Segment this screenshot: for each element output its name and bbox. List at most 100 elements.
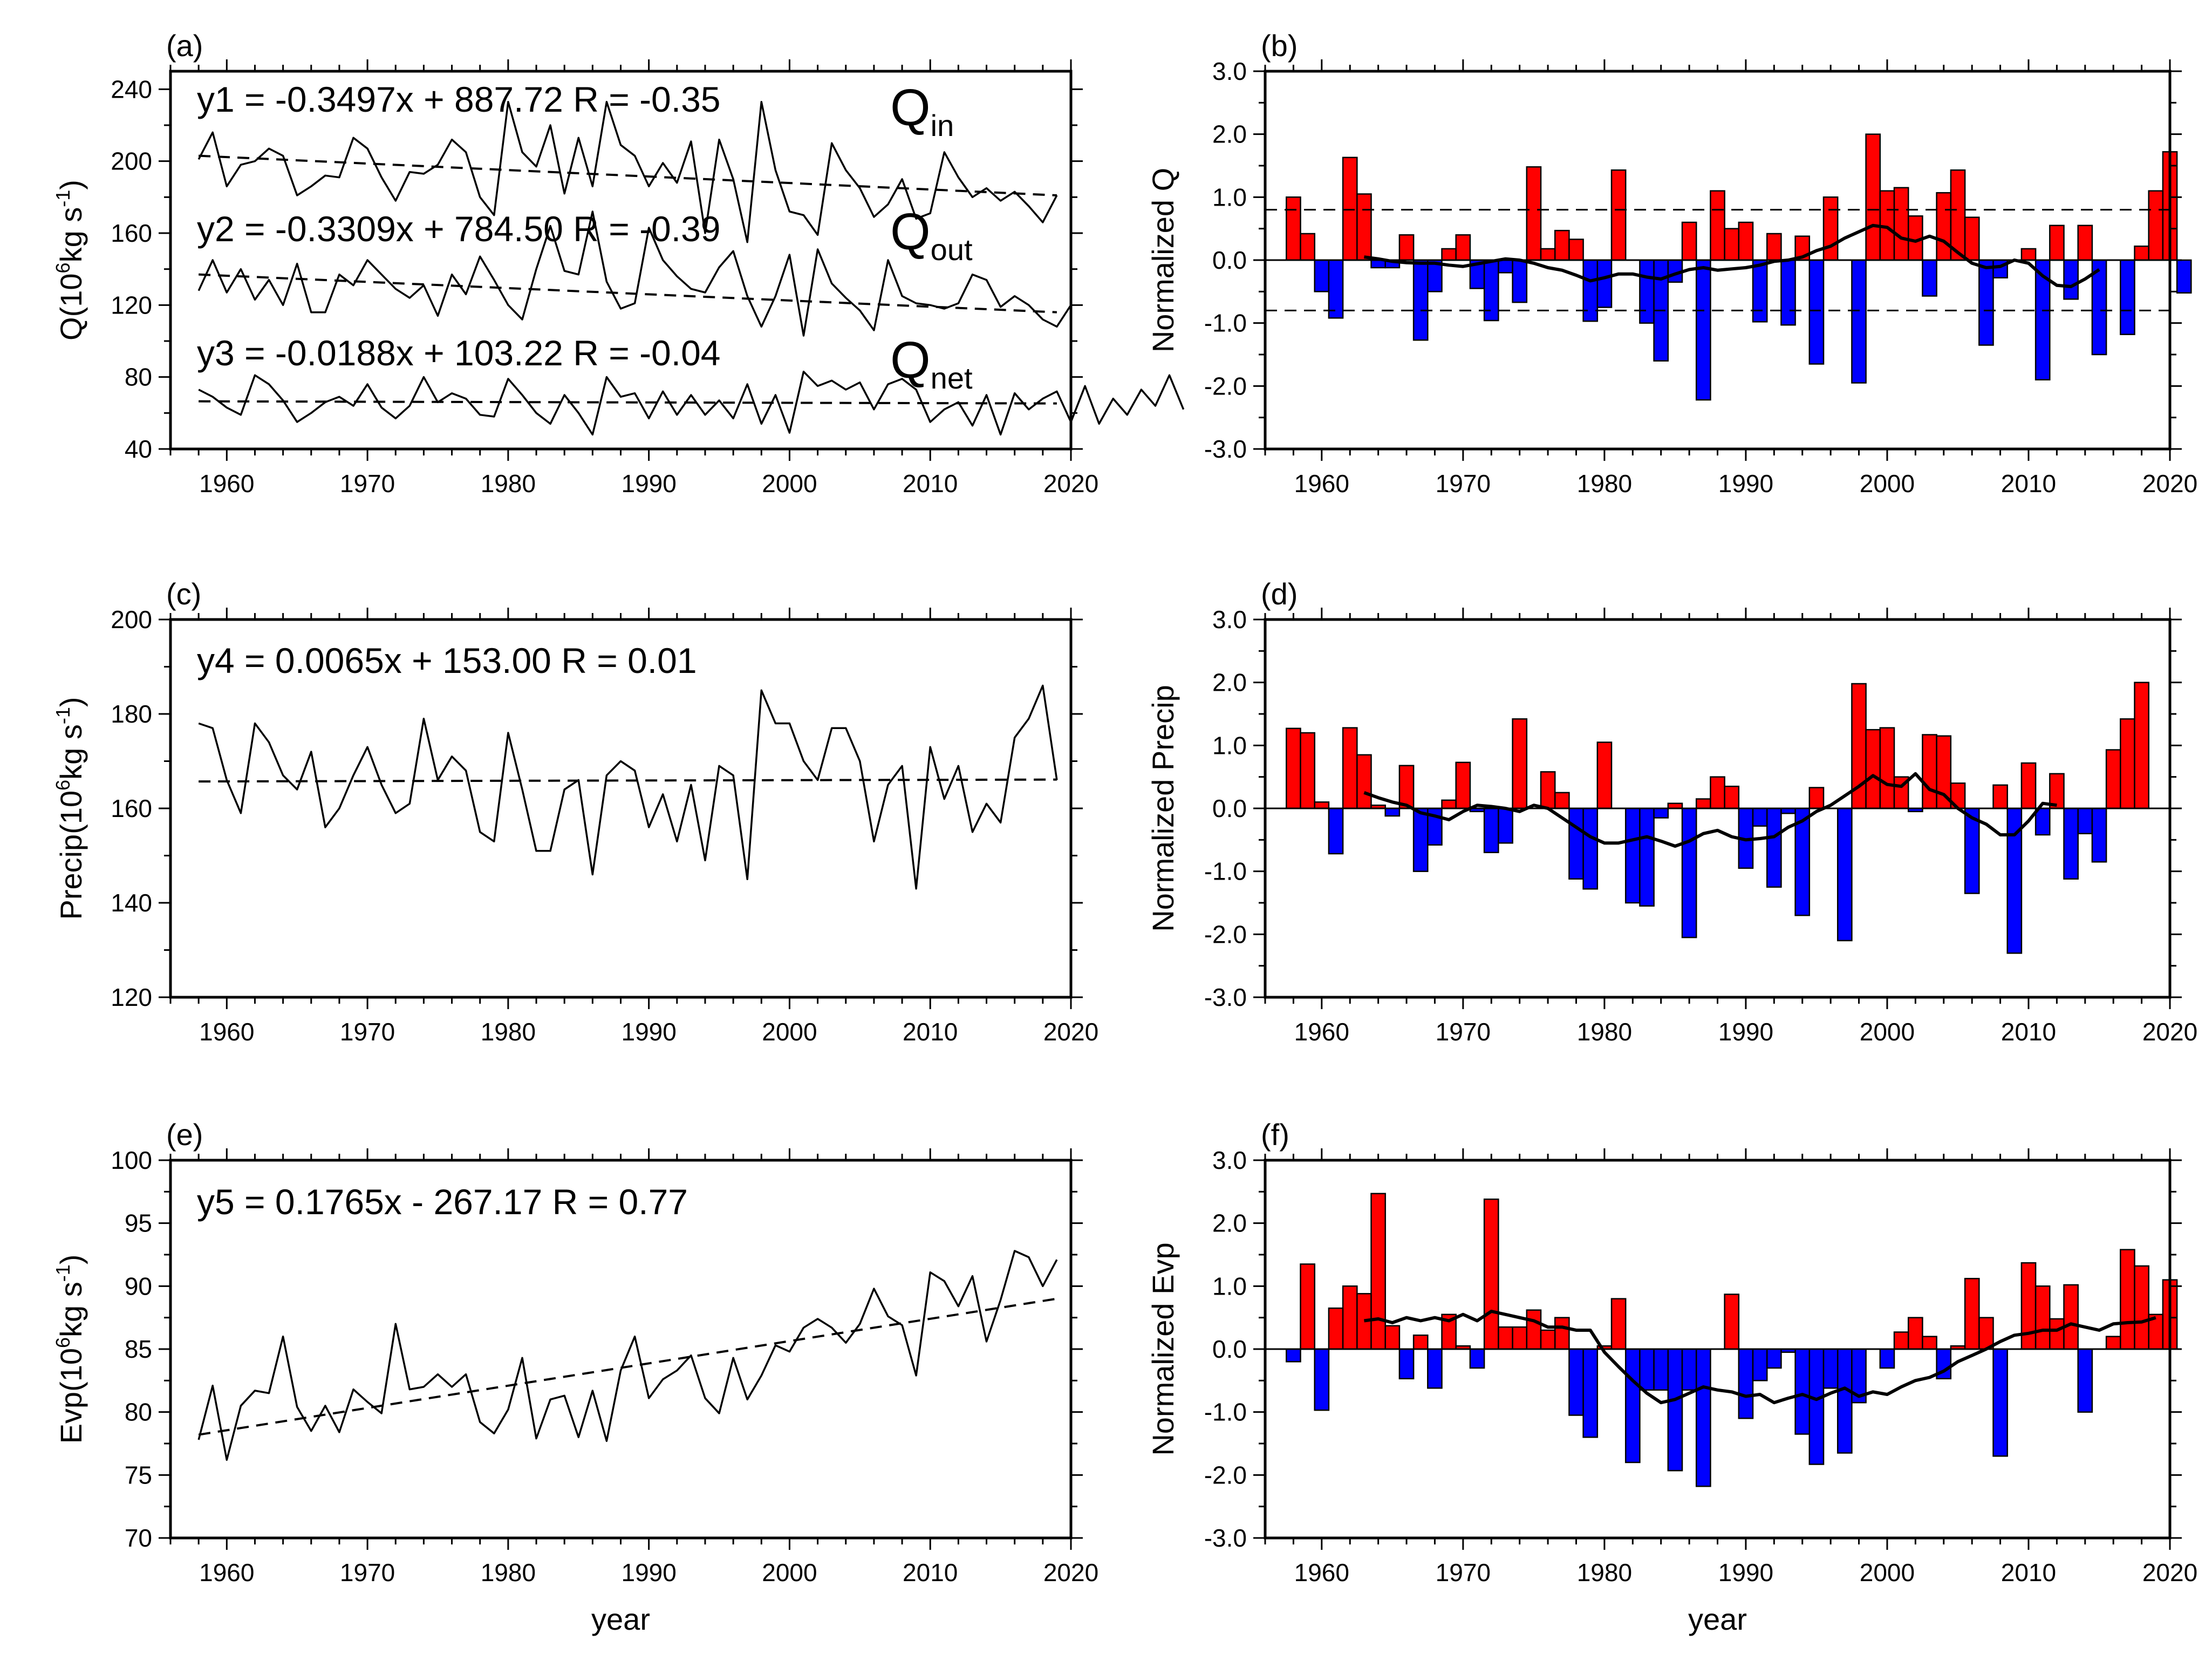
bar-1959	[1300, 1263, 1315, 1350]
bar-1989	[1724, 1294, 1740, 1350]
bar-2018	[2134, 1265, 2149, 1350]
x-tick-label: 1970	[1436, 1558, 1491, 1587]
x-tick-label: 2010	[2001, 1558, 2056, 1587]
bar-1962	[1342, 1285, 1358, 1350]
x-tick-label: 1990	[1718, 469, 1773, 498]
running-mean-line	[1364, 223, 2100, 288]
bar-1971	[1469, 1348, 1485, 1369]
bar-1983	[1639, 807, 1655, 907]
bar-1976	[1540, 1329, 1556, 1350]
bar-1967	[1412, 807, 1429, 872]
bar-1977	[1554, 792, 1570, 809]
bar-1964	[1370, 1193, 1386, 1350]
y-axis-title: Q(106kg s-1)	[52, 180, 88, 341]
bar-2001	[1893, 1331, 1909, 1350]
y-tick-label: 3.0	[1212, 57, 1247, 85]
bar-1995	[1808, 259, 1825, 365]
series-line-Evp	[197, 1250, 1058, 1461]
bar-1969	[1441, 248, 1457, 261]
x-tick-label: 1980	[1577, 469, 1632, 498]
y-tick-label: -2.0	[1204, 372, 1247, 400]
bar-1974	[1512, 1326, 1528, 1350]
bar-1981	[1610, 169, 1627, 261]
bar-1974	[1512, 259, 1528, 303]
y-tick-label: -1.0	[1204, 857, 1247, 886]
y-tick-label: 95	[125, 1209, 152, 1237]
bar-1980	[1596, 259, 1613, 308]
y-tick-label: 1.0	[1212, 731, 1247, 759]
x-tick-label: 1980	[481, 469, 536, 498]
bar-2013	[2063, 1284, 2079, 1350]
bar-2000	[1879, 1348, 1895, 1369]
bar-2003	[1922, 259, 1937, 297]
bar-2013	[2063, 807, 2079, 880]
y-tick-label: 70	[125, 1524, 152, 1552]
bar-1982	[1624, 807, 1641, 904]
panel-label: (b)	[1261, 29, 1298, 63]
bar-2008	[1992, 1348, 2008, 1457]
bar-2012	[2049, 224, 2065, 261]
x-tick-label: 2000	[1860, 469, 1915, 498]
y-tick-label: 40	[125, 435, 152, 463]
x-tick-label: 2010	[903, 1558, 958, 1587]
y-tick-label: 0.0	[1212, 246, 1247, 274]
bar-1988	[1710, 776, 1725, 809]
bar-2003	[1922, 1336, 1937, 1350]
x-tick-label: 2000	[762, 1558, 817, 1587]
x-tick-label: 2000	[762, 1018, 817, 1046]
panel-label: (a)	[166, 29, 203, 63]
bar-2016	[2105, 1336, 2121, 1350]
bar-1998	[1851, 259, 1867, 384]
bar-1989	[1724, 228, 1740, 261]
x-tick-label: 1960	[1294, 1018, 1349, 1046]
panel-label: (f)	[1261, 1118, 1289, 1152]
bar-1986	[1681, 1348, 1697, 1391]
y-tick-label: 200	[111, 147, 152, 175]
bar-2018	[2134, 682, 2149, 809]
y-tick-label: 160	[111, 219, 152, 247]
y-tick-label: 80	[125, 363, 152, 391]
bar-1996	[1822, 196, 1839, 261]
trend-Qout-line	[199, 273, 1057, 314]
trend-Qin-line	[199, 154, 1057, 196]
bar-2010	[2020, 248, 2037, 261]
bar-1966	[1398, 234, 1415, 261]
bar-2006	[1964, 1278, 1980, 1350]
bar-1973	[1498, 807, 1513, 844]
bar-1963	[1356, 193, 1372, 261]
bar-1962	[1342, 727, 1358, 809]
y-tick-label: 140	[111, 889, 152, 917]
panel-c: (c) y4 = 0.0065x + 153.00 R = 0.01 1960 197…	[52, 577, 1098, 1046]
bar-1981	[1610, 1298, 1627, 1350]
x-tick-label: 2000	[1860, 1018, 1915, 1046]
bar-2019	[2148, 190, 2164, 261]
y-tick-label: -1.0	[1204, 309, 1247, 337]
panel-b: (b) 1960 1970 1980 1990 2000 2010 2020 -3.0 -2.0 -…	[1146, 29, 2197, 498]
bar-1969	[1441, 799, 1457, 809]
bar-2000	[1879, 727, 1895, 809]
x-tick-label: 1980	[1577, 1018, 1632, 1046]
bar-1976	[1540, 771, 1556, 809]
x-tick-label: 2020	[1043, 1018, 1098, 1046]
bar-1966	[1398, 1348, 1415, 1380]
bar-1987	[1695, 259, 1711, 401]
bar-1996	[1822, 1348, 1839, 1389]
bar-1990	[1738, 1348, 1754, 1419]
bar-2008	[1992, 784, 2008, 809]
y-tick-label: 3.0	[1212, 605, 1247, 634]
y-tick-label: 1.0	[1212, 1272, 1247, 1300]
bar-2017	[2120, 718, 2135, 809]
x-tick-label: 1970	[340, 1558, 395, 1587]
x-tick-label: 1990	[621, 1018, 676, 1046]
bar-1997	[1836, 1348, 1853, 1454]
bar-1972	[1483, 1199, 1499, 1350]
x-tick-label: 1970	[1436, 469, 1491, 498]
bar-1995	[1808, 1348, 1825, 1465]
panel-d: (d) 1960 1970 1980 1990 2000 2010 2020 -3.0 -2.0 -…	[1146, 577, 2197, 1046]
bar-2021	[2176, 259, 2192, 294]
bar-1980	[1596, 741, 1613, 809]
series-label-Qout: Qout	[890, 203, 973, 267]
x-tick-label: 1990	[1718, 1018, 1773, 1046]
bar-1987	[1695, 1348, 1711, 1487]
bar-1984	[1653, 807, 1669, 819]
